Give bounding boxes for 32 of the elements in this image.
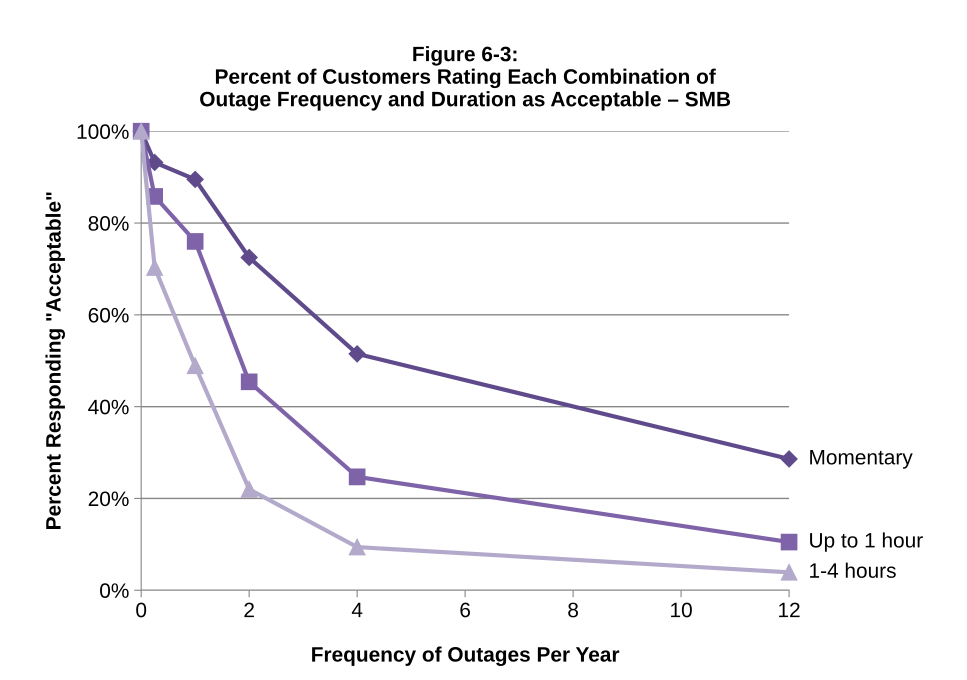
point <box>780 534 798 550</box>
x-tick-label: 12 <box>779 602 800 618</box>
x-tick-label: 8 <box>568 602 578 618</box>
x-tick-label: 6 <box>460 602 470 618</box>
point <box>348 345 366 362</box>
y-tick-label: 100% <box>78 124 129 139</box>
x-tick-label: 4 <box>352 602 362 618</box>
point <box>186 170 204 188</box>
x-tick-label: 10 <box>671 602 692 618</box>
point <box>780 564 798 581</box>
x-tick-label: 2 <box>244 602 254 618</box>
chart-title: Figure 6-3: Percent of Customers Rating Each Combination of Outage Frequency and Duration as Acceptable – SMB <box>200 46 730 111</box>
point <box>146 259 164 276</box>
series-label: Up to 1 hour <box>810 532 923 552</box>
y-axis-title: Percent Responding "Acceptable" <box>45 192 65 529</box>
x-axis-title: Frequency of Outages Per Year <box>312 646 620 666</box>
y-tick-label: 40% <box>88 400 129 414</box>
point <box>240 248 258 266</box>
point <box>186 357 204 374</box>
point <box>780 450 798 468</box>
y-tick-label: 80% <box>88 216 129 231</box>
point <box>348 468 366 486</box>
point <box>240 480 258 498</box>
y-tick-label: 60% <box>88 308 129 323</box>
point <box>348 538 366 556</box>
x-tick-label: 0 <box>136 602 146 618</box>
point <box>240 374 258 390</box>
y-tick-label: 20% <box>88 491 129 506</box>
point <box>186 233 204 250</box>
series-label: Momentary <box>810 450 913 469</box>
series-label: 1-4 hours <box>810 562 896 578</box>
y-tick-label: 0% <box>100 583 129 598</box>
